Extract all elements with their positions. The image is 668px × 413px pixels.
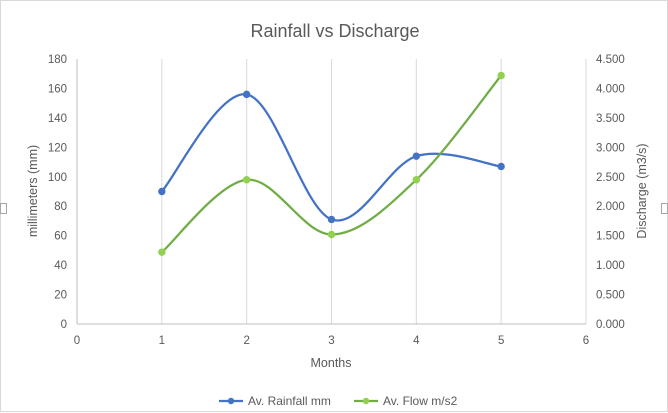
series-line-rainfall	[160, 93, 503, 222]
data-point-flow	[327, 230, 336, 239]
legend-item-rainfall[interactable]: Av. Rainfall mm	[219, 394, 331, 408]
x-tick-label: 4	[413, 335, 420, 347]
legend-item-flow[interactable]: Av. Flow m/s2	[354, 394, 458, 408]
data-point-flow	[158, 248, 166, 256]
tick-labels: 0 1 2 3 4 5 60204060801001201401601800.0000.50…	[48, 54, 625, 347]
y-tick-label: 100	[48, 172, 67, 184]
y2-tick-label: 0.500	[596, 290, 625, 302]
x-tick-label: 0	[74, 335, 80, 347]
y-tick-label: 120	[48, 142, 67, 154]
x-tick-label: 1	[159, 335, 165, 347]
x-tick-label: 2	[243, 335, 249, 347]
data-point-rainfall	[412, 152, 421, 160]
y-tick-label: 160	[48, 83, 67, 95]
y-tick-label: 0	[61, 319, 67, 331]
data-point-rainfall	[242, 90, 251, 99]
y2-tick-label: 4.000	[596, 83, 625, 95]
chart-title: Rainfall vs Discharge	[250, 21, 419, 41]
y-tick-label: 80	[54, 201, 67, 213]
x-tick-label: 6	[583, 335, 589, 347]
y2-tick-label: 0.000	[596, 319, 625, 331]
y-axis-title: millimeters (mm)	[26, 145, 40, 237]
legend-label-flow: Av. Flow m/s2	[383, 394, 458, 408]
x-tick-label: 3	[328, 335, 334, 347]
y2-tick-label: 1.500	[596, 231, 625, 243]
y-tick-label: 40	[54, 260, 67, 272]
data-point-rainfall	[158, 187, 166, 196]
data-point-flow	[242, 176, 251, 184]
gridlines	[161, 59, 587, 324]
legend: Av. Rainfall mm Av. Flow m/s2	[219, 394, 458, 408]
data-point-rainfall	[497, 162, 505, 171]
data-point-rainfall	[327, 215, 336, 224]
data-point-flow	[497, 71, 505, 80]
x-axis-title: Months	[311, 356, 352, 370]
y2-tick-label: 1.000	[596, 260, 625, 272]
y2-tick-label: 2.500	[596, 172, 625, 184]
x-tick-label: 5	[498, 335, 504, 347]
y-tick-label: 60	[54, 231, 67, 243]
legend-marker-rainfall	[227, 397, 235, 405]
y2-tick-label: 3.500	[596, 113, 625, 125]
y2-tick-label: 2.000	[596, 201, 625, 213]
y2-tick-label: 3.000	[596, 142, 625, 154]
data-point-flow	[412, 176, 421, 184]
y2-axis-title: Discharge (m3/s)	[635, 143, 649, 238]
y-tick-label: 20	[54, 290, 67, 302]
y-tick-label: 140	[48, 113, 67, 125]
y-tick-label: 180	[48, 54, 67, 66]
resize-handle-left[interactable]	[0, 203, 7, 214]
axes	[76, 59, 586, 325]
y2-tick-label: 4.500	[596, 54, 625, 66]
legend-marker-flow	[362, 397, 370, 405]
series-plot-area	[158, 71, 505, 256]
legend-label-rainfall: Av. Rainfall mm	[248, 394, 331, 408]
